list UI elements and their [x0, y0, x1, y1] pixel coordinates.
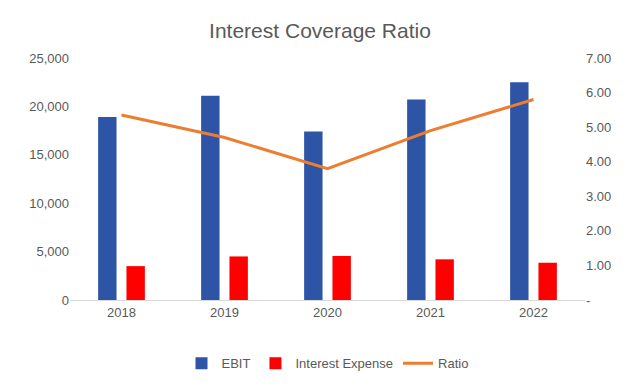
svg-text:1.00: 1.00: [586, 258, 611, 273]
svg-text:Ratio: Ratio: [438, 356, 468, 371]
svg-text:3.00: 3.00: [586, 189, 611, 204]
svg-text:2019: 2019: [210, 305, 239, 320]
svg-text:10,000: 10,000: [29, 196, 69, 211]
svg-text:20,000: 20,000: [29, 99, 69, 114]
svg-text:4.00: 4.00: [586, 154, 611, 169]
svg-text:15,000: 15,000: [29, 147, 69, 162]
svg-text:2020: 2020: [313, 305, 342, 320]
svg-text:7.00: 7.00: [586, 51, 611, 66]
svg-text:0: 0: [62, 293, 69, 308]
svg-text:2018: 2018: [107, 305, 136, 320]
svg-text:Interest Expense: Interest Expense: [295, 356, 393, 371]
svg-text:-: -: [586, 293, 590, 308]
svg-text:2022: 2022: [519, 305, 548, 320]
svg-text:2.00: 2.00: [586, 223, 611, 238]
svg-text:5,000: 5,000: [36, 244, 69, 259]
svg-text:EBIT: EBIT: [222, 356, 251, 371]
svg-text:5.00: 5.00: [586, 120, 611, 135]
svg-text:6.00: 6.00: [586, 85, 611, 100]
svg-text:25,000: 25,000: [29, 51, 69, 66]
svg-text:Interest Coverage Ratio: Interest Coverage Ratio: [209, 19, 431, 42]
svg-text:2021: 2021: [416, 305, 445, 320]
